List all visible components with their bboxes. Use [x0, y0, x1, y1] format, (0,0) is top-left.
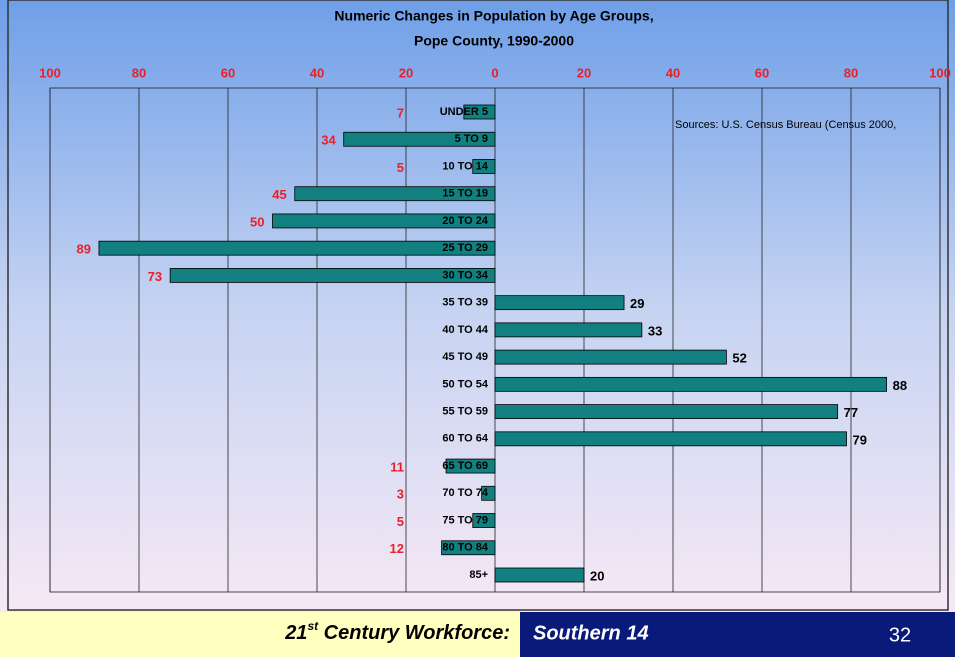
- bar: [494, 349, 727, 365]
- footer-text: Century Workforce:: [318, 622, 510, 644]
- category-label: 5 TO 9: [455, 133, 488, 145]
- bar: [294, 186, 496, 202]
- category-label: 35 TO 39: [442, 297, 488, 309]
- bar: [441, 540, 496, 556]
- x-tick-label: 20: [577, 65, 591, 80]
- value-label: 34: [321, 133, 336, 148]
- x-tick-label: 40: [310, 65, 324, 80]
- x-tick-label: 60: [221, 65, 235, 80]
- value-label: 5: [397, 514, 404, 529]
- value-label: 3: [397, 487, 404, 502]
- category-label: 70 TO 74: [442, 487, 489, 499]
- frame: [7, 0, 949, 611]
- category-label: 40 TO 44: [442, 324, 489, 336]
- bar: [98, 240, 496, 256]
- x-tick-label: 60: [755, 65, 769, 80]
- category-label: 45 TO 49: [442, 351, 488, 363]
- bar: [494, 404, 839, 419]
- category-label: 20 TO 24: [442, 215, 489, 227]
- category-label: 10 TO 14: [442, 160, 489, 172]
- bar: [463, 104, 496, 120]
- value-label: 73: [148, 269, 162, 284]
- category-label: 50 TO 54: [442, 378, 489, 390]
- x-tick-label: 40: [666, 65, 680, 80]
- value-label: 79: [853, 432, 867, 447]
- plot-border: [49, 87, 941, 593]
- x-tick-label: 100: [39, 65, 61, 80]
- footer-number: 21: [284, 622, 307, 644]
- annotation: Sources: U.S. Census Bureau (Census 2000…: [675, 119, 896, 131]
- bar: [272, 213, 496, 229]
- value-label: 33: [648, 323, 662, 338]
- value-label: 12: [390, 541, 404, 556]
- value-label: 5: [397, 160, 404, 175]
- bar: [494, 567, 585, 583]
- chart-title: Pope County, 1990-2000: [414, 33, 574, 49]
- footer-right: [520, 612, 955, 657]
- footer-title: 21st Century Workforce:: [284, 619, 510, 644]
- category-label: 65 TO 69: [442, 460, 488, 472]
- bar: [169, 268, 496, 283]
- category-label: 85+: [469, 569, 488, 581]
- bar: [481, 485, 496, 501]
- background: [0, 0, 955, 612]
- value-label: 7: [397, 105, 404, 120]
- value-label: 88: [893, 378, 907, 393]
- bar: [472, 159, 496, 174]
- bar: [445, 458, 496, 474]
- bar: [494, 295, 625, 311]
- plot: 100 80 60 40 20 0 20 40 60 80 100 UNDER 5 7 5 TO 9 34 1…: [39, 65, 951, 593]
- bar: [494, 322, 643, 338]
- page-number: 32: [889, 624, 911, 646]
- category-label: 60 TO 64: [442, 433, 489, 445]
- category-label: 30 TO 34: [442, 269, 489, 281]
- value-label: 11: [390, 459, 404, 474]
- value-label: 52: [732, 351, 746, 366]
- category-label: 25 TO 29: [442, 242, 488, 254]
- x-tick-label: 80: [132, 65, 146, 80]
- bar: [494, 376, 888, 392]
- category-label: 55 TO 59: [442, 405, 488, 417]
- category-label: UNDER 5: [440, 106, 488, 118]
- footer-suffix: st: [307, 619, 319, 633]
- category-label: 80 TO 84: [442, 542, 489, 554]
- value-label: 89: [76, 242, 90, 257]
- x-tick-label: 0: [491, 65, 498, 80]
- value-label: 29: [630, 296, 644, 311]
- bar: [343, 131, 496, 147]
- value-label: 45: [272, 187, 286, 202]
- bar: [472, 513, 496, 528]
- bar: [494, 431, 847, 447]
- category-label: 75 TO 79: [442, 514, 488, 526]
- value-label: 20: [590, 568, 604, 583]
- x-tick-label: 80: [844, 65, 858, 80]
- footer-left: [0, 612, 520, 657]
- footer-region: Southern 14: [533, 622, 649, 644]
- chart-title: Numeric Changes in Population by Age Gro…: [334, 8, 653, 24]
- value-label: 50: [250, 214, 264, 229]
- category-label: 15 TO 19: [442, 188, 488, 200]
- value-label: 77: [844, 405, 858, 420]
- x-tick-label: 20: [399, 65, 413, 80]
- x-tick-label: 100: [929, 65, 951, 80]
